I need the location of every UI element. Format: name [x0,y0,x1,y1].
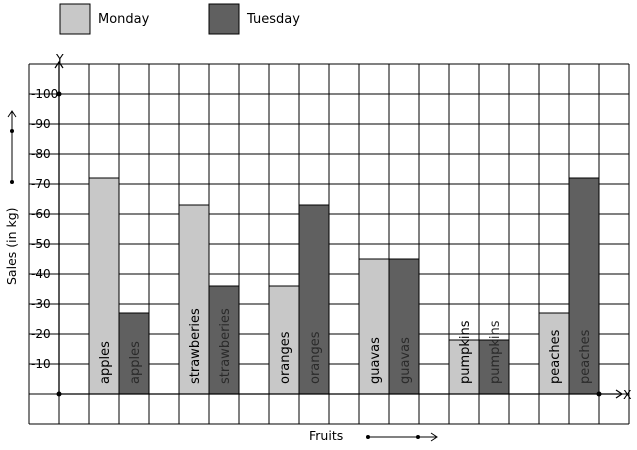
y-tick-label: -100 [31,87,58,101]
bar-tuesday-guavas [388,258,420,395]
x-axis-end-dot [596,391,602,397]
y-title-arrow-icon [7,110,17,118]
y-title-arrow-dot [10,129,14,133]
y-tick-label: -40 [31,267,51,281]
y-tick-label: -80 [31,147,51,161]
bar-label-monday-apples: apples [98,341,113,384]
bars: apples apples strawberies strawberies orange… [88,177,600,395]
legend: Monday Tuesday [59,3,300,35]
bar-tuesday-oranges [298,204,330,395]
bar-tuesday-peaches [568,177,600,395]
bar-label-tuesday-pumpkins: pumpkins [488,320,503,384]
y-title-arrow-dot [10,180,14,184]
y-tick-label: -60 [31,207,51,221]
axis-titles: Fruits Sales (in kg) [4,110,438,443]
x-title-arrow-icon [430,432,438,442]
y-tick-labels: -10 -20 -30 -40 -50 -60 -70 -80 -90 -100 [31,87,58,371]
bar-monday-oranges [268,285,300,395]
x-title-arrow-dot [366,435,370,439]
bar-tuesday-pumpkins [478,339,510,395]
bar-label-monday-oranges: oranges [278,331,293,384]
legend-swatch-tuesday [208,3,240,35]
x-axis-arrow-icon [615,389,624,399]
y-tick-label: -50 [31,237,51,251]
origin-dot [56,391,62,397]
bar-label-tuesday-apples: apples [128,341,143,384]
legend-swatch-monday [59,3,91,35]
y-tick-label: -70 [31,177,51,191]
bar-monday-apples [88,177,120,395]
bar-tuesday-apples [118,312,150,395]
bar-label-tuesday-peaches: peaches [578,329,593,384]
y-axis-end-dot [56,91,62,97]
bar-label-tuesday-guavas: guavas [398,337,413,384]
x-title-arrow-dot [416,435,420,439]
axes: XY [54,51,632,402]
bar-label-monday-strawberies: strawberies [188,308,203,384]
y-tick-label: -20 [31,327,51,341]
y-tick-label: -10 [31,357,51,371]
bar-monday-pumpkins [448,339,480,395]
y-axis-title: Sales (in kg) [4,207,19,285]
x-axis-title: Fruits [309,428,343,443]
x-axis-letter: X [623,387,632,402]
bar-label-monday-pumpkins: pumpkins [458,320,473,384]
y-tick-label: -90 [31,117,51,131]
legend-label-tuesday: Tuesday [246,12,300,27]
bar-label-tuesday-strawberies: strawberies [218,308,233,384]
y-axis-arrow-icon [54,60,64,69]
y-tick-label: -30 [31,297,51,311]
legend-label-monday: Monday [98,12,150,27]
y-axis-letter: Y [55,51,64,66]
bar-label-tuesday-oranges: oranges [308,331,323,384]
bar-label-monday-guavas: guavas [368,337,383,384]
bar-label-monday-peaches: peaches [548,329,563,384]
bar-monday-peaches [538,312,570,395]
bar-tuesday-strawberies [208,285,240,395]
